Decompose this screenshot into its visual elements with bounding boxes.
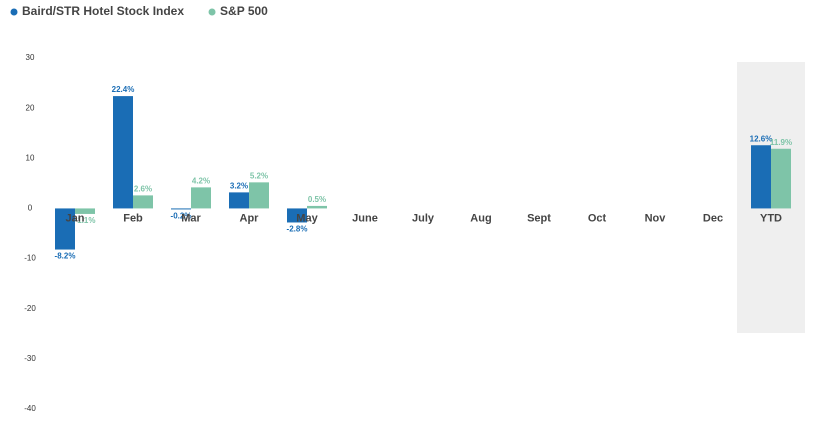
x-tick-label: Aug	[470, 212, 491, 224]
x-tick-label: Sept	[527, 212, 551, 224]
y-tick-label: -40	[24, 404, 36, 413]
bar	[249, 182, 269, 209]
bar	[771, 148, 791, 209]
x-tick-label: Jan	[66, 212, 85, 224]
value-label: 0.5%	[308, 195, 326, 204]
bar	[113, 96, 133, 209]
bar	[133, 195, 153, 209]
y-tick-label: -10	[24, 254, 36, 263]
value-label: 2.6%	[134, 185, 152, 194]
y-tick-label: -20	[24, 304, 36, 313]
x-tick-label: May	[296, 212, 318, 224]
value-label: -8.2%	[55, 252, 76, 261]
bar	[55, 208, 75, 250]
value-label: -0.2%	[171, 212, 192, 221]
y-tick-label: 0	[28, 204, 33, 213]
y-tick-label: 10	[26, 153, 35, 162]
y-tick-label: 30	[26, 53, 35, 62]
x-tick-label: Dec	[703, 212, 723, 224]
bar	[751, 145, 771, 209]
x-tick-label: Feb	[123, 212, 143, 224]
legend-marker	[10, 8, 18, 16]
value-label: 22.4%	[112, 85, 135, 94]
bar	[75, 208, 95, 214]
value-label: -1.1%	[75, 216, 96, 225]
x-tick-label: July	[412, 212, 435, 224]
x-tick-label: YTD	[760, 212, 782, 224]
legend-label: Baird/STR Hotel Stock Index	[22, 4, 184, 18]
bar	[229, 192, 249, 209]
value-label: -2.8%	[287, 225, 308, 234]
value-label: 4.2%	[192, 176, 210, 185]
x-tick-label: Oct	[588, 212, 607, 224]
legend-label: S&P 500	[220, 4, 268, 18]
x-tick-label: Mar	[181, 212, 201, 224]
legend-marker	[208, 8, 216, 16]
value-label: 12.6%	[750, 134, 773, 143]
bar	[171, 208, 191, 210]
x-tick-label: Nov	[645, 212, 667, 224]
bar	[287, 208, 307, 223]
bar	[191, 187, 211, 209]
y-tick-label: 20	[26, 103, 35, 112]
bar	[307, 205, 327, 209]
x-tick-label: June	[352, 212, 378, 224]
value-label: 3.2%	[230, 181, 248, 190]
value-label: 11.9%	[770, 138, 792, 147]
value-label: 5.2%	[250, 171, 268, 180]
x-tick-label: Apr	[240, 212, 260, 224]
y-tick-label: -30	[24, 354, 36, 363]
